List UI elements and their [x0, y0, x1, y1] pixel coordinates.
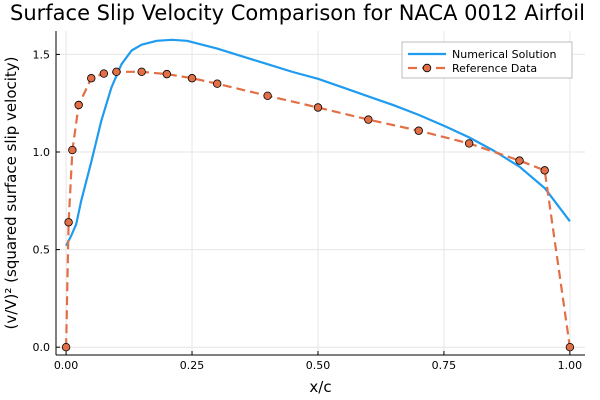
- y-tick-label: 1.0: [33, 146, 51, 159]
- data-point-reference-data: [99, 69, 109, 78]
- data-point-reference-data: [74, 100, 83, 110]
- y-axis-label: (v/V)² (squared surface slip velocity): [2, 56, 20, 329]
- data-point-reference-data: [64, 218, 73, 227]
- data-point-reference-data: [112, 67, 121, 76]
- data-point-reference-data: [87, 74, 96, 83]
- data-point-reference-data: [187, 74, 197, 83]
- y-ticks: 0.0 0.5 1.0 1.5: [33, 48, 60, 354]
- data-point-reference-data: [364, 115, 373, 124]
- legend: Numerical Solution Reference Data: [401, 41, 573, 79]
- x-tick-label: 0.50: [306, 359, 331, 372]
- data-point-reference-data: [68, 145, 77, 155]
- legend-marker-reference-data: [422, 63, 432, 73]
- series-line-numerical-solution: [65, 38, 571, 247]
- data-point-reference-data: [313, 103, 323, 112]
- axes: [55, 31, 585, 356]
- data-point-reference-data: [540, 166, 549, 175]
- data-point-reference-data: [414, 126, 423, 135]
- data-point-reference-data: [61, 342, 71, 352]
- y-tick-label: 0.0: [33, 341, 51, 354]
- data-point-reference-data: [515, 156, 524, 165]
- data-point-reference-data: [137, 67, 146, 76]
- data-point-reference-data: [213, 79, 222, 88]
- data-point-reference-data: [263, 91, 272, 100]
- chart-title: Surface Slip Velocity Comparison for NAC…: [10, 1, 585, 25]
- data-point-reference-data: [464, 139, 474, 148]
- x-tick-label: 1.00: [558, 359, 583, 372]
- series-layer: [61, 38, 575, 352]
- y-tick-label: 1.5: [33, 48, 51, 61]
- data-point-reference-data: [565, 342, 575, 352]
- x-axis-label: x/c: [309, 378, 331, 396]
- y-tick-label: 0.5: [33, 244, 51, 257]
- x-tick-label: 0.00: [54, 359, 79, 372]
- x-tick-label: 0.25: [180, 359, 205, 372]
- data-point-reference-data: [162, 69, 172, 79]
- legend-label-reference-data: Reference Data: [452, 62, 537, 75]
- legend-box: [401, 41, 573, 79]
- x-ticks: 0.00 0.25 0.50 0.75 1.00: [54, 351, 582, 372]
- x-tick-label: 0.75: [432, 359, 457, 372]
- legend-label-numerical-solution: Numerical Solution: [452, 48, 556, 61]
